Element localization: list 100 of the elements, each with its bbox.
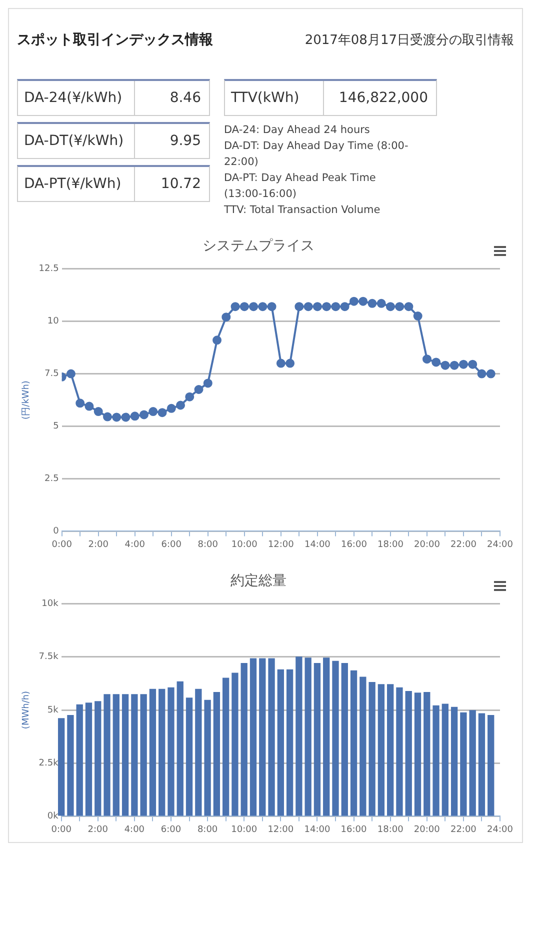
bar — [387, 684, 394, 816]
point — [312, 302, 322, 312]
point — [203, 378, 212, 388]
text: DA-PT(¥/kWh) — [18, 167, 135, 201]
x-tick-label: 0:00 — [52, 540, 72, 550]
point — [258, 302, 268, 312]
bar — [186, 698, 193, 816]
point — [349, 296, 358, 306]
point — [94, 407, 103, 416]
text: TTV: Total Transaction Volume — [224, 203, 382, 218]
bar — [488, 714, 494, 816]
point — [276, 358, 286, 368]
bar — [378, 684, 385, 816]
x-tick-label: 6:00 — [160, 824, 182, 835]
point — [440, 360, 450, 370]
point — [185, 392, 194, 402]
point — [422, 354, 432, 364]
point — [148, 407, 158, 416]
x-tick-label: 16:00 — [340, 824, 368, 835]
bar — [332, 660, 339, 816]
bar — [323, 658, 330, 816]
bar — [204, 700, 211, 816]
x-tick-label: 10:00 — [231, 824, 258, 835]
bar — [414, 692, 422, 816]
y-tick-label: 7.5k — [38, 652, 60, 662]
text: DA-24(¥/kWh) — [18, 81, 135, 115]
point — [432, 358, 441, 367]
point — [477, 369, 486, 378]
bar — [432, 705, 440, 816]
bar — [442, 704, 448, 816]
text: スポット取引インデックス情報 — [17, 31, 213, 49]
text: 10.72 — [160, 176, 202, 192]
y-tick-label: 10k — [42, 599, 60, 610]
text: TTV(kWh) — [225, 81, 324, 115]
bar — [240, 662, 248, 816]
bar — [122, 694, 129, 816]
bar — [250, 658, 257, 816]
bar — [222, 678, 230, 816]
point — [368, 298, 377, 308]
bar — [149, 688, 156, 816]
y-tick-label: 0k — [47, 812, 60, 822]
y-tick-label: 0 — [53, 526, 60, 537]
chart-title: 約定総量 — [230, 573, 286, 590]
x-tick-label: 6:00 — [161, 540, 182, 550]
point — [413, 312, 422, 321]
bar — [304, 658, 312, 816]
point — [386, 302, 395, 312]
chart-title: システムプライス — [202, 238, 314, 254]
y-axis-title: (円/kWh) — [22, 380, 32, 420]
bar — [341, 662, 348, 816]
point — [66, 369, 76, 378]
bar — [158, 688, 166, 816]
bar — [131, 694, 138, 816]
bar — [396, 687, 403, 816]
point — [395, 302, 404, 312]
point — [158, 408, 167, 418]
point — [304, 302, 313, 312]
point — [404, 302, 414, 312]
x-tick-label: 20:00 — [414, 824, 440, 835]
text: 2017年08月17日受渡分の取引情報 — [304, 32, 514, 49]
text: DA-DT: Day Ahead Day Time (8:00-22:00) — [224, 139, 409, 170]
text: 9.95 — [168, 133, 202, 149]
y-tick-label: 7.5 — [44, 369, 59, 380]
point — [112, 412, 122, 422]
point — [212, 336, 222, 345]
text: DA-24: Day Ahead 24 hours — [224, 123, 371, 138]
x-tick-label: 24:00 — [487, 824, 514, 835]
text: 8.46 — [168, 90, 202, 106]
bar — [277, 669, 284, 816]
bar — [176, 681, 184, 816]
x-tick-label: 8:00 — [197, 824, 218, 835]
text: DA-DT(¥/kWh) — [18, 124, 135, 158]
x-tick-label: 0:00 — [51, 824, 72, 835]
x-tick-label: 2:00 — [88, 824, 108, 835]
y-tick-label: 5k — [47, 705, 60, 716]
x-tick-label: 12:00 — [268, 824, 294, 835]
bar — [268, 658, 275, 816]
bar — [104, 694, 110, 816]
bar — [58, 718, 65, 816]
bar — [450, 706, 458, 816]
point — [230, 302, 240, 312]
point — [286, 358, 295, 368]
bar — [195, 688, 202, 816]
point — [468, 360, 478, 369]
bar — [286, 669, 294, 816]
point — [102, 412, 112, 422]
point — [139, 410, 148, 420]
bar — [67, 714, 74, 816]
bar — [85, 702, 92, 816]
x-tick-label: 14:00 — [304, 540, 331, 550]
point — [340, 302, 350, 312]
bar — [350, 670, 358, 816]
bar — [232, 672, 238, 816]
y-tick-label: 2.5k — [38, 758, 60, 768]
bar — [140, 694, 147, 816]
x-tick-label: 18:00 — [377, 540, 404, 550]
point — [450, 360, 459, 370]
bar — [168, 687, 174, 816]
y-axis-title: (MWh/h) — [22, 690, 32, 730]
x-tick-label: 4:00 — [124, 540, 146, 550]
